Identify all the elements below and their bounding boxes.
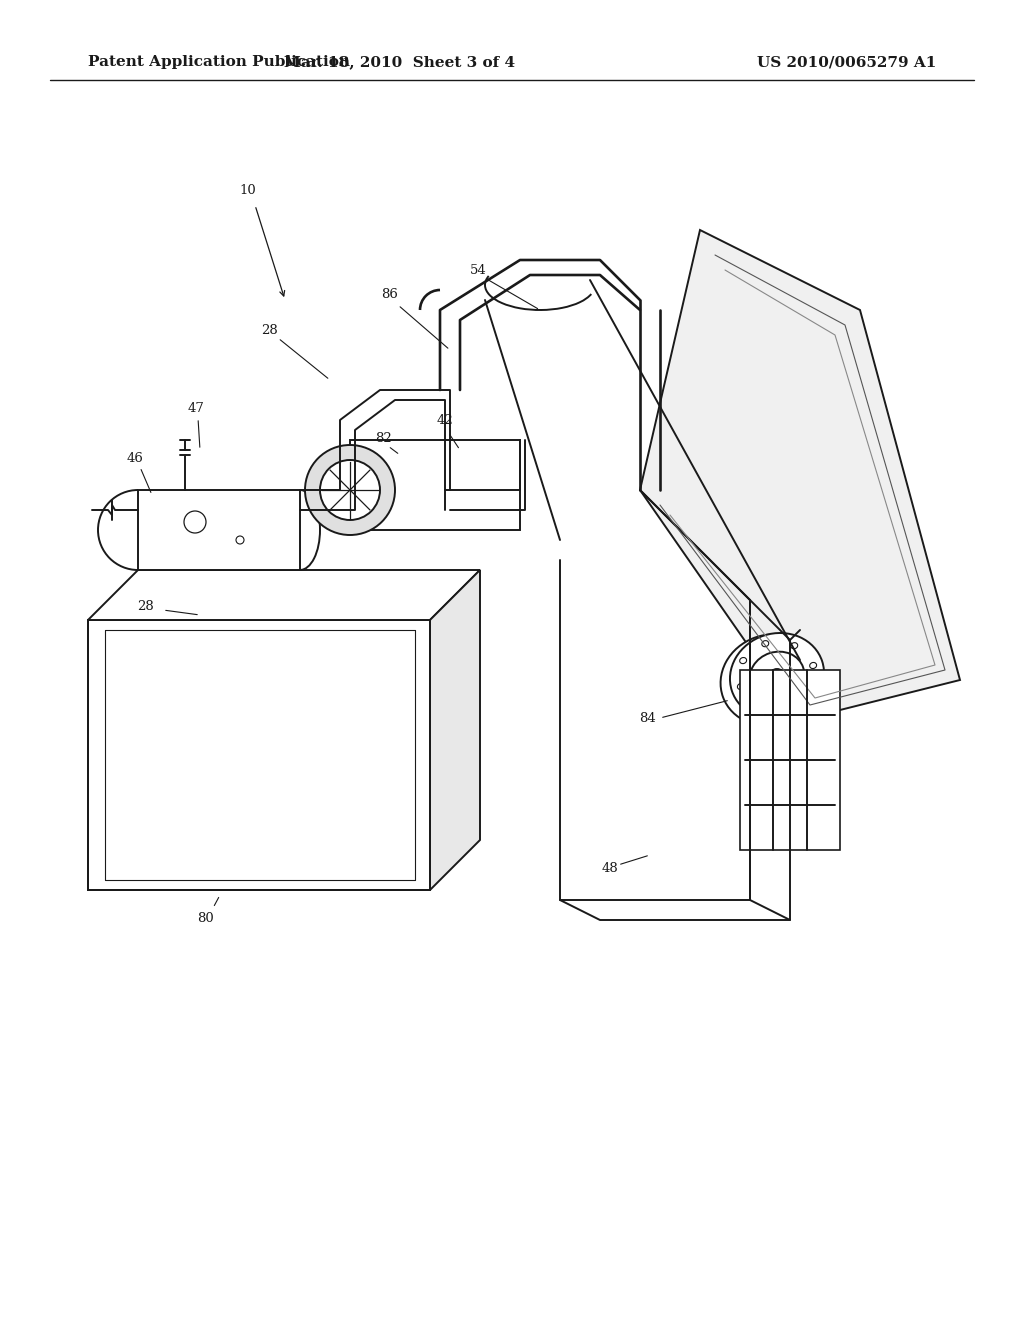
Ellipse shape [785,705,793,711]
Text: US 2010/0065279 A1: US 2010/0065279 A1 [757,55,936,69]
Ellipse shape [762,640,769,647]
Text: Mar. 18, 2010  Sheet 3 of 4: Mar. 18, 2010 Sheet 3 of 4 [285,55,515,69]
Ellipse shape [721,635,819,726]
Polygon shape [88,570,480,620]
Polygon shape [430,570,480,890]
Ellipse shape [730,634,824,719]
Ellipse shape [184,511,206,533]
Ellipse shape [807,689,814,694]
Ellipse shape [769,669,784,682]
Ellipse shape [739,657,746,664]
Text: 54: 54 [470,264,486,276]
Text: 28: 28 [261,323,279,337]
Text: 84: 84 [640,711,656,725]
Polygon shape [88,620,430,890]
Ellipse shape [737,684,744,689]
Polygon shape [350,440,520,531]
Ellipse shape [750,652,804,701]
Text: 82: 82 [375,432,391,445]
Text: 47: 47 [187,401,205,414]
Text: 46: 46 [127,451,143,465]
Text: 10: 10 [240,183,256,197]
Ellipse shape [305,445,395,535]
Ellipse shape [236,536,244,544]
Text: Patent Application Publication: Patent Application Publication [88,55,350,69]
Text: 48: 48 [602,862,618,874]
Text: 28: 28 [136,601,154,614]
Polygon shape [640,230,961,719]
Text: 86: 86 [382,289,398,301]
Ellipse shape [319,459,380,520]
Text: 80: 80 [197,912,213,924]
Polygon shape [138,490,300,570]
Text: 42: 42 [436,413,454,426]
Ellipse shape [791,643,798,648]
Ellipse shape [757,704,763,709]
Bar [740,671,840,850]
Ellipse shape [810,663,816,668]
